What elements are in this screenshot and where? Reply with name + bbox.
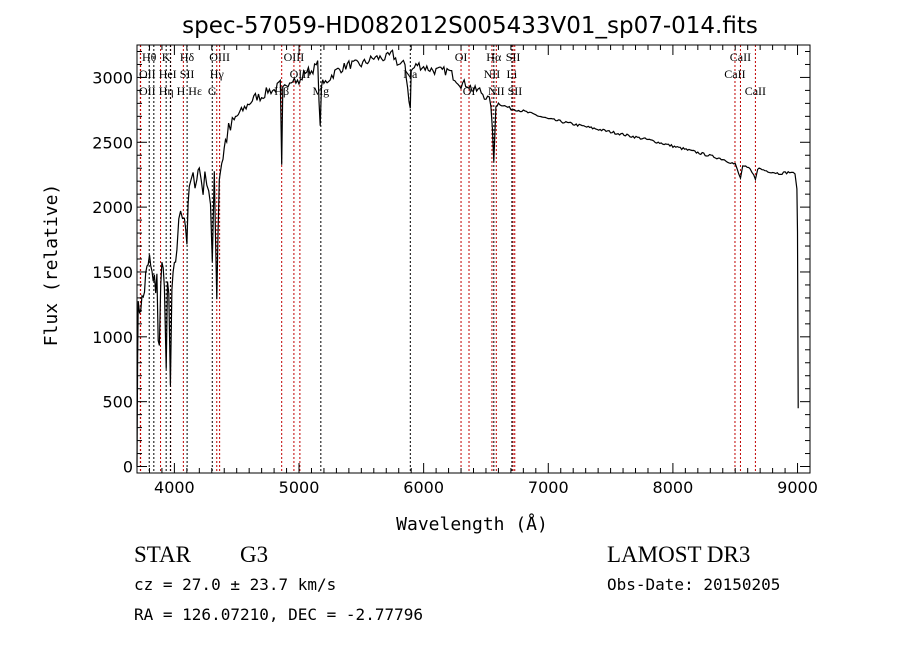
x-tick-label: 4000 [154, 478, 195, 497]
spectral-line-label: SII [508, 84, 523, 98]
coordinates: RA = 126.07210, DEC = -2.77796 [134, 605, 423, 624]
x-tick-label: 9000 [777, 478, 818, 497]
spectral-line-label: HeI [159, 67, 177, 81]
spectral-line-label: OII [139, 84, 156, 98]
spectral-line-label: OIII [209, 50, 230, 64]
spectral-line-label: CaII [745, 84, 766, 98]
spectral-line-label: SII [506, 50, 521, 64]
x-axis-label: Wavelength (Å) [396, 513, 548, 535]
y-tick-label: 0 [123, 458, 133, 477]
chart-title: spec-57059-HD082012S005433V01_sp07-014.f… [182, 13, 758, 39]
object-subclass: G3 [240, 542, 268, 567]
spectral-line-label: OIII [284, 50, 305, 64]
plot-frame [136, 44, 811, 474]
x-tick-label: 5000 [279, 478, 320, 497]
x-tick-label: 8000 [653, 478, 694, 497]
y-tick-label: 2500 [92, 133, 133, 152]
spectral-line-label: CaII [730, 50, 751, 64]
y-tick-label: 500 [102, 393, 133, 412]
spectral-line-label: Hθ [142, 50, 157, 64]
spectral-line-label: OI [455, 50, 468, 64]
object-class: STAR [134, 542, 192, 567]
spectral-line-label: H [177, 84, 186, 98]
spectral-line-label: CaII [724, 67, 745, 81]
spectral-line-label: Hα [486, 50, 502, 64]
y-tick-label: 1500 [92, 263, 133, 282]
spectral-line-label: K [162, 50, 171, 64]
redshift-cz: cz = 27.0 ± 23.7 km/s [134, 575, 336, 594]
obs-date: Obs-Date: 20150205 [607, 575, 780, 594]
y-axis-label: Flux (relative) [41, 184, 62, 347]
x-tick-label: 7000 [528, 478, 569, 497]
spectral-line-label: Hη [159, 84, 174, 98]
axis-ticks: 4000 5000 6000 7000 8000 9000 0 500 1000 1500 2000… [92, 45, 818, 497]
spectral-line-label: NII [488, 84, 505, 98]
spectral-line-label: Hδ [180, 50, 195, 64]
spectral-line-label: Hβ [274, 84, 289, 98]
y-tick-label: 2000 [92, 198, 133, 217]
survey-name: LAMOST DR3 [607, 542, 750, 567]
x-tick-label: 6000 [403, 478, 444, 497]
spectral-line-label: Hε [188, 84, 202, 98]
spectral-line-label: G [208, 84, 217, 98]
spectral-line-label: SII [180, 67, 195, 81]
spectral-line-label: OI [463, 84, 476, 98]
spectral-line-label: Li [507, 67, 518, 81]
y-tick-label: 3000 [92, 68, 133, 87]
spectral-line-label: OII [139, 67, 156, 81]
spectral-line-label: NII [484, 67, 501, 81]
spectral-line-label: OIII [290, 67, 311, 81]
spectral-lines [139, 45, 756, 473]
y-tick-label: 1000 [92, 328, 133, 347]
spectrum-line [136, 49, 799, 467]
spectral-line-label: Hγ [210, 67, 225, 81]
